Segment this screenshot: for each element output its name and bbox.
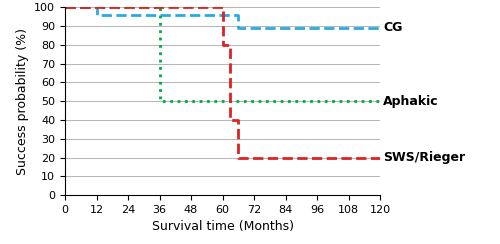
- Text: Aphakic: Aphakic: [383, 95, 439, 108]
- Text: CG: CG: [383, 21, 402, 34]
- Text: SWS/Rieger: SWS/Rieger: [383, 151, 466, 164]
- X-axis label: Survival time (Months): Survival time (Months): [152, 221, 294, 234]
- Y-axis label: Success probability (%): Success probability (%): [16, 28, 28, 175]
